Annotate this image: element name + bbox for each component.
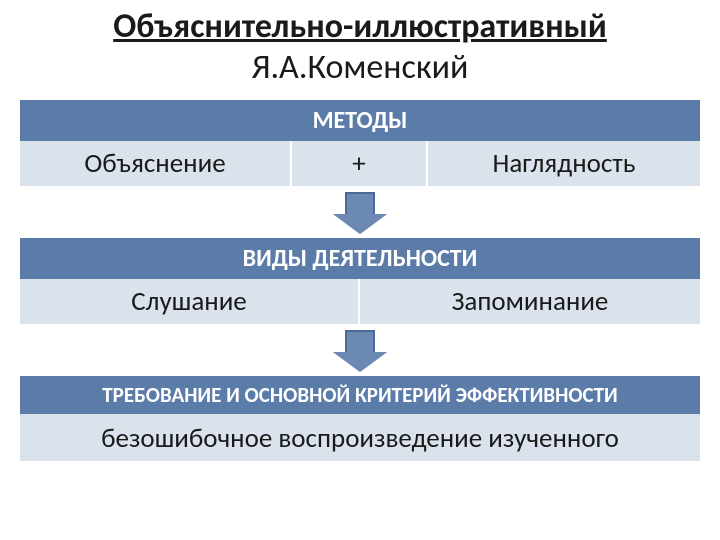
cell-explanation: Объяснение (20, 141, 292, 186)
cell-memorization: Запоминание (360, 279, 700, 324)
block-activities-header: ВИДЫ ДЕЯТЕЛЬНОСТИ (20, 238, 700, 279)
cell-visualization: Наглядность (428, 141, 700, 186)
arrow-1 (20, 192, 700, 234)
cell-listening: Слушание (20, 279, 360, 324)
down-arrow-icon (333, 330, 387, 372)
block-criterion-header: ТРЕБОВАНИЕ И ОСНОВНОЙ КРИТЕРИЙ ЭФФЕКТИВН… (20, 376, 700, 414)
down-arrow-icon (333, 192, 387, 234)
block-criterion: ТРЕБОВАНИЕ И ОСНОВНОЙ КРИТЕРИЙ ЭФФЕКТИВН… (20, 376, 700, 461)
block-activities: ВИДЫ ДЕЯТЕЛЬНОСТИ Слушание Запоминание (20, 238, 700, 324)
title-underlined: Объяснительно-иллюстративный (20, 6, 700, 47)
slide: Объяснительно-иллюстративный Я.А.Коменск… (0, 0, 720, 540)
block-methods-header: МЕТОДЫ (20, 100, 700, 141)
title-subtitle: Я.А.Коменский (20, 47, 700, 88)
block-criterion-content: безошибочное воспроизведение изученного (20, 414, 700, 461)
arrow-2 (20, 330, 700, 372)
cell-plus: + (292, 141, 428, 186)
block-activities-row: Слушание Запоминание (20, 279, 700, 324)
block-methods-row: Объяснение + Наглядность (20, 141, 700, 186)
block-methods: МЕТОДЫ Объяснение + Наглядность (20, 100, 700, 186)
